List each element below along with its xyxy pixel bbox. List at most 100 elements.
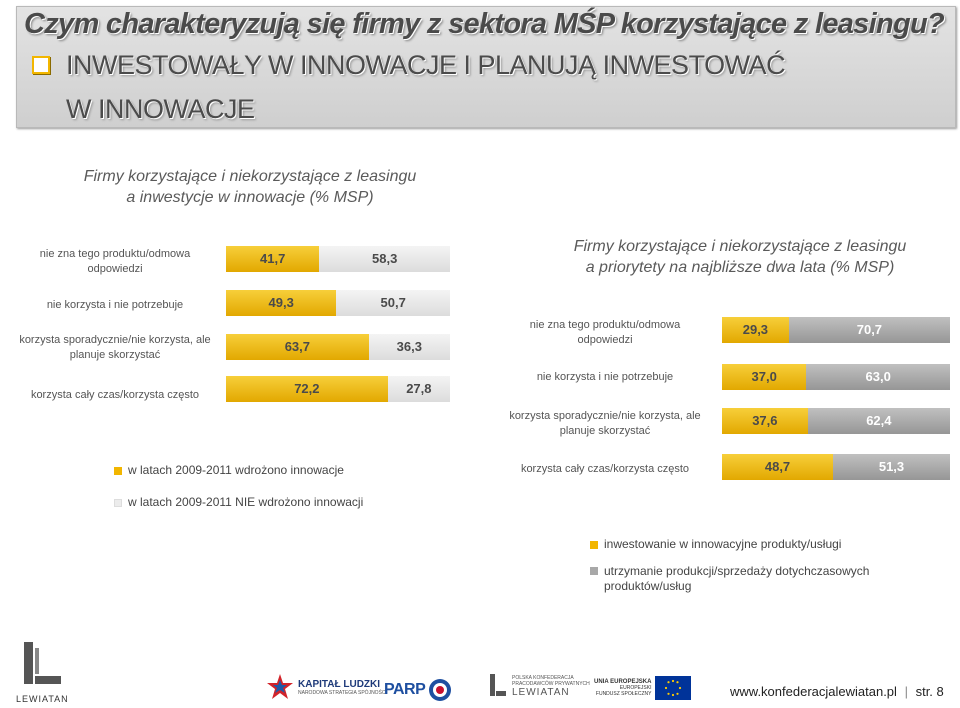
parp-text: PARP	[384, 681, 426, 698]
data-label-right-series1: 37,6	[752, 413, 778, 428]
legend-swatch-gold	[590, 540, 598, 549]
right-legend-label: utrzymanie produkcji/sprzedaży dotychcza…	[604, 564, 870, 593]
unia-europejska-text: UNIA EUROPEJSKA EUROPEJSKI FUNDUSZ SPOŁE…	[594, 679, 651, 697]
data-label-left-series2: 58,3	[372, 251, 398, 266]
data-label-right-series2: 63,0	[865, 369, 891, 384]
right-row-label-line: nie korzysta i nie potrzebuje	[536, 371, 674, 383]
lewiatan-konfederacja-text: POLSKA KONFEDERACJA PRACODAWCÓW PRYWATNY…	[512, 675, 590, 698]
bar-segment-right-series2	[806, 364, 950, 390]
data-label-right-series1: 29,3	[742, 322, 769, 337]
data-label-left-series1: 41,7	[260, 251, 286, 266]
parp-logo: PARP	[384, 678, 452, 702]
left-row-label: nie korzysta i nie potrzebuje	[0, 298, 230, 313]
left-legend-item: w latach 2009-2011 wdrożono innowacje	[114, 463, 363, 478]
legend-swatch-gold	[114, 466, 122, 475]
data-label-left-series1: 72,2	[294, 381, 320, 396]
right-row-label-line: korzysta cały czas/korzysta często	[520, 463, 690, 475]
footer-separator: |	[904, 684, 908, 699]
bar-segment-left-series1	[226, 246, 320, 272]
data-label-left-series2: 50,7	[380, 295, 406, 310]
bar-segment-right-series2	[807, 408, 950, 434]
left-legend-item: w latach 2009-2011 NIE wdrożono innowacj…	[114, 495, 363, 510]
bar-segment-left-series2	[319, 246, 450, 272]
left-row-label-line: odpowiedzi	[87, 263, 143, 275]
parp-circle-icon	[429, 679, 452, 701]
star-icon	[267, 674, 293, 699]
data-label-right-series2: 62,4	[866, 413, 892, 428]
subtitle-line-1: INWESTOWAŁY W INNOWACJE I PLANUJĄ INWEST…	[66, 50, 786, 80]
data-label-right-series1: 48,7	[764, 459, 791, 474]
right-row-label-line: odpowiedzi	[577, 334, 633, 346]
legend-swatch-dark-gray	[590, 567, 598, 575]
footer-url[interactable]: www.konfederacjalewiatan.pl	[730, 684, 897, 699]
right-legend-item: inwestowanie w innowacyjne produkty/usłu…	[590, 537, 904, 552]
data-label-left-series1: 49,3	[268, 295, 294, 310]
right-legend-label: inwestowanie w innowacyjne produkty/usłu…	[604, 537, 842, 551]
bar-segment-left-series1	[226, 376, 388, 402]
data-label-right-series2: 51,3	[878, 459, 905, 474]
lewiatan-logo	[18, 640, 66, 692]
left-row-label-line: nie korzysta i nie potrzebuje	[46, 299, 184, 311]
lewiatan-l-icon	[24, 642, 61, 684]
bar-segment-left-series2	[368, 334, 450, 360]
lewiatan-konfederacja-logo: POLSKA KONFEDERACJA PRACODAWCÓW PRYWATNY…	[488, 672, 590, 700]
right-row-label: korzysta cały czas/korzysta często	[490, 462, 720, 477]
footer-url-row: www.konfederacjalewiatan.pl | str. 8	[730, 684, 944, 699]
header-banner	[16, 6, 956, 128]
bar-segment-right-series1	[722, 454, 834, 480]
right-row-label: korzysta sporadycznie/nie korzysta, ale …	[490, 409, 720, 439]
footer-page-number: str. 8	[915, 684, 944, 699]
data-label-right-series1: 37,0	[751, 369, 777, 384]
kapital-ludzki-line1: KAPITAŁ LUDZKI	[298, 678, 381, 690]
right-chart-title-line-2: a priorytety na najbliższe dwa lata (% M…	[585, 259, 895, 276]
left-row-label: nie zna tego produktu/odmowa odpowiedzi	[0, 247, 230, 277]
right-row-label: nie zna tego produktu/odmowa odpowiedzi	[490, 318, 720, 348]
ue-line3: FUNDUSZ SPOŁECZNY	[595, 691, 652, 697]
ue-line1: UNIA EUROPEJSKA	[594, 679, 652, 685]
bar-segment-right-series1	[722, 408, 808, 434]
left-row-label-line: planuje skorzystać	[69, 349, 161, 361]
left-chart-title-line-2: a inwestycje w innowacje (% MSP)	[126, 189, 374, 206]
left-chart-title-line-1: Firmy korzystające i niekorzystające z l…	[83, 168, 417, 185]
right-chart-title-line-1: Firmy korzystające i niekorzystające z l…	[573, 238, 907, 255]
eu-flag-icon	[655, 676, 692, 700]
left-chart-title: Firmy korzystające i niekorzystające z l…	[40, 166, 460, 208]
bar-segment-left-series1	[226, 334, 369, 360]
left-legend: w latach 2009-2011 wdrożono innowacje w …	[114, 463, 363, 510]
left-row-label-line: korzysta cały czas/korzysta często	[30, 389, 200, 401]
right-row-label-line: korzysta sporadycznie/nie korzysta, ale	[509, 410, 701, 422]
unia-europejska-logo: UNIA EUROPEJSKA EUROPEJSKI FUNDUSZ SPOŁE…	[594, 676, 692, 700]
left-row-label-line: nie zna tego produktu/odmowa	[39, 248, 191, 260]
lewiatan-small-l-icon	[490, 674, 506, 696]
data-label-left-series2: 36,3	[396, 339, 422, 354]
right-legend: inwestowanie w innowacyjne produkty/usłu…	[590, 537, 904, 594]
left-row-label: korzysta sporadycznie/nie korzysta, ale …	[0, 333, 230, 363]
bar-segment-right-series2	[833, 454, 950, 480]
bar-segment-left-series2	[387, 376, 450, 402]
kapital-ludzki-logo: KAPITAŁ LUDZKI NARODOWA STRATEGIA SPÓJNO…	[266, 672, 387, 702]
right-legend-item: utrzymanie produkcji/sprzedaży dotychcza…	[590, 564, 904, 594]
legend-swatch-light-gray	[114, 498, 122, 507]
bar-segment-left-series2	[336, 290, 450, 316]
kapital-ludzki-text: KAPITAŁ LUDZKI NARODOWA STRATEGIA SPÓJNO…	[298, 679, 387, 696]
bar-segment-left-series1	[226, 290, 337, 316]
right-row-label: nie korzysta i nie potrzebuje	[490, 370, 720, 385]
bar-segment-right-series2	[788, 317, 950, 343]
page-title: Czym charakteryzują się firmy z sektora …	[24, 8, 945, 40]
right-row-label-line: planuje skorzystać	[559, 425, 651, 437]
left-legend-label: w latach 2009-2011 wdrożono innowacje	[128, 463, 344, 477]
left-row-label: korzysta cały czas/korzysta często	[0, 388, 230, 403]
konfederacja-line3: LEWIATAN	[512, 686, 570, 698]
lewiatan-logo-text: LEWIATAN	[16, 694, 69, 704]
data-label-left-series2: 27,8	[406, 381, 432, 396]
ue-line2: EUROPEJSKI	[619, 685, 652, 691]
konfederacja-line1: POLSKA KONFEDERACJA	[512, 674, 574, 681]
data-label-right-series2: 70,7	[856, 322, 883, 337]
left-row-label-line: korzysta sporadycznie/nie korzysta, ale	[19, 334, 211, 346]
bar-segment-right-series1	[722, 317, 789, 343]
left-legend-label: w latach 2009-2011 NIE wdrożono innowacj…	[128, 495, 364, 509]
right-chart-title: Firmy korzystające i niekorzystające z l…	[530, 236, 950, 278]
konfederacja-line2: PRACODAWCÓW PRYWATNYCH	[512, 680, 590, 687]
data-label-left-series1: 63,7	[284, 339, 310, 354]
subtitle-line-2: W INNOWACJE	[66, 94, 255, 124]
